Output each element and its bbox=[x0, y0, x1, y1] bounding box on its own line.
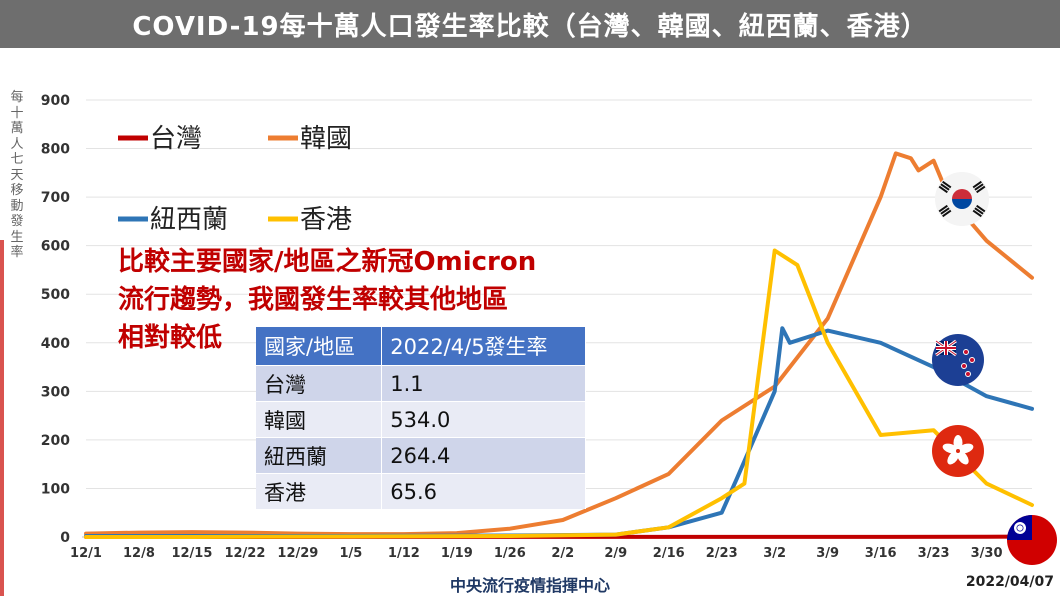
y-axis-label: 每十萬人七天移動發生率 bbox=[10, 90, 24, 260]
table-header-region: 國家/地區 bbox=[256, 327, 383, 366]
annotation-line-1: 比較主要國家/地區之新冠Omicron bbox=[118, 247, 537, 277]
x-tick-label: 1/26 bbox=[494, 546, 526, 561]
y-tick-label: 300 bbox=[41, 384, 70, 400]
hong-kong-flag-icon bbox=[932, 425, 984, 477]
table-header-row: 國家/地區 2022/4/5發生率 bbox=[256, 327, 586, 366]
series-line-3 bbox=[84, 248, 1034, 539]
table-cell-region: 韓國 bbox=[256, 401, 383, 438]
table-header-rate: 2022/4/5發生率 bbox=[381, 327, 586, 366]
x-tick-label: 12/1 bbox=[70, 546, 102, 561]
y-tick-label: 100 bbox=[41, 481, 70, 497]
legend-label-2: 紐西蘭 bbox=[150, 205, 228, 235]
x-tick-label: 3/16 bbox=[865, 546, 897, 561]
y-tick-label: 400 bbox=[41, 336, 70, 352]
taiwan-flag-icon bbox=[1007, 515, 1057, 565]
x-tick-label: 12/15 bbox=[171, 546, 212, 561]
table-cell-rate: 65.6 bbox=[381, 473, 586, 509]
y-tick-label: 600 bbox=[41, 239, 70, 255]
y-tick-label: 0 bbox=[60, 530, 70, 546]
annotation-line-3: 相對較低 bbox=[118, 323, 223, 353]
table-cell-region: 台灣 bbox=[256, 365, 383, 402]
page-title: COVID-19每十萬人口發生率比較（台灣、韓國、紐西蘭、香港） bbox=[0, 0, 1060, 48]
table-row: 紐西蘭 264.4 bbox=[256, 437, 586, 474]
y-tick-label: 500 bbox=[41, 287, 70, 303]
x-tick-label: 3/2 bbox=[763, 546, 786, 561]
table-cell-region: 香港 bbox=[256, 473, 383, 509]
y-tick-label: 800 bbox=[41, 142, 70, 158]
annotation: 比較主要國家/地區之新冠Omicron 流行趨勢，我國發生率較其他地區 相對較低 bbox=[118, 243, 536, 357]
table-row: 台灣 1.1 bbox=[256, 365, 586, 402]
series-line-1 bbox=[84, 151, 1034, 537]
x-tick-label: 2/23 bbox=[706, 546, 738, 561]
y-tick-label: 900 bbox=[41, 93, 70, 109]
legend-label-3: 香港 bbox=[300, 205, 352, 235]
x-tick-label: 2/16 bbox=[653, 546, 685, 561]
x-tick-label: 3/30 bbox=[971, 546, 1003, 561]
x-tick-label: 12/22 bbox=[224, 546, 265, 561]
x-tick-label: 2/9 bbox=[604, 546, 627, 561]
y-tick-label: 200 bbox=[41, 433, 70, 449]
report-date: 2022/04/07 bbox=[965, 574, 1054, 590]
x-tick-label: 2/2 bbox=[551, 546, 574, 561]
table-cell-rate: 264.4 bbox=[381, 437, 586, 474]
rate-table: 國家/地區 2022/4/5發生率 台灣 1.1 韓國 534.0 紐西蘭 26… bbox=[256, 327, 586, 509]
annotation-line-2: 流行趨勢，我國發生率較其他地區 bbox=[118, 285, 509, 315]
x-tick-label: 12/29 bbox=[277, 546, 318, 561]
y-tick-label: 700 bbox=[41, 190, 70, 206]
x-tick-label: 1/5 bbox=[339, 546, 362, 561]
source-credit: 中央流行疫情指揮中心 bbox=[449, 576, 610, 595]
table-cell-region: 紐西蘭 bbox=[256, 437, 383, 474]
legend-label-0: 台灣 bbox=[150, 124, 202, 154]
table-row: 香港 65.6 bbox=[256, 473, 586, 509]
x-tick-label: 1/19 bbox=[441, 546, 473, 561]
x-tick-label: 3/9 bbox=[816, 546, 839, 561]
table-cell-rate: 534.0 bbox=[381, 401, 586, 438]
x-tick-label: 12/8 bbox=[123, 546, 155, 561]
x-tick-label: 1/12 bbox=[388, 546, 420, 561]
x-tick-label: 3/23 bbox=[918, 546, 950, 561]
table-row: 韓國 534.0 bbox=[256, 401, 586, 438]
new-zealand-flag-icon bbox=[932, 334, 984, 386]
korea-flag-icon bbox=[935, 172, 989, 226]
table-cell-rate: 1.1 bbox=[381, 365, 586, 402]
legend-label-1: 韓國 bbox=[300, 124, 352, 154]
left-accent-bar bbox=[0, 240, 4, 596]
